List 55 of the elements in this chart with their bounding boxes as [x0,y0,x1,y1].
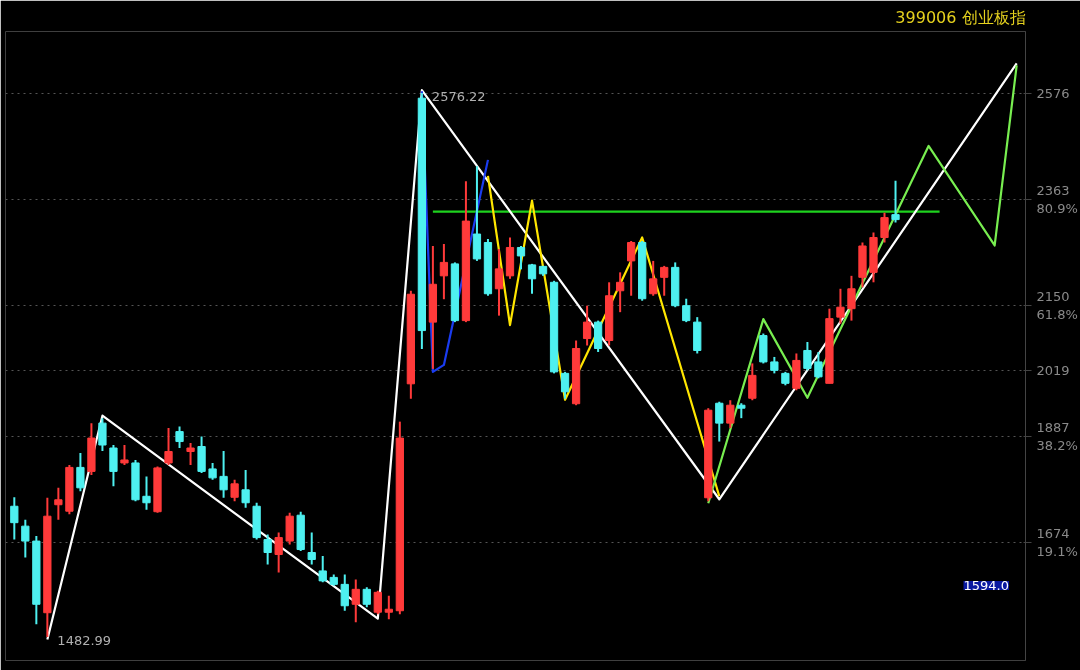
candlestick [516,244,526,271]
candlestick [76,451,85,493]
candlestick [814,350,823,380]
candlestick [384,594,393,621]
candlestick [54,486,63,521]
candlestick [186,442,195,466]
chart-title: 399006 创业板指 [895,7,1026,27]
candlestick [10,496,19,541]
candlestick [439,242,449,301]
candlestick [715,400,724,443]
candlestick [340,573,349,612]
candlestick [362,586,371,609]
y-tick-label: 2150 61.8% [1036,288,1078,322]
candlestick [230,478,239,503]
candlestick [494,247,504,317]
y-tick-label: 1887 38.2% [1036,419,1078,453]
candlestick [748,362,757,402]
candlestick [891,179,900,224]
candlestick [726,399,735,430]
candlestick [318,555,327,584]
annotation: 1482.99 [57,633,112,649]
candlestick [120,444,129,466]
candlestick [274,531,283,574]
candlestick [527,262,537,295]
candlestick [880,211,889,244]
candlestick [241,468,250,509]
candlestick [263,533,272,566]
candlestick [582,304,592,347]
candlestick [21,518,30,559]
y-tick-label: 2019 [1036,362,1070,378]
candlestick [836,287,845,325]
candlestick [109,444,118,488]
y-tick-label: 2576 [1036,85,1070,101]
candlestick [660,264,669,297]
annotation: 1594.0 [963,577,1009,593]
candlestick [175,425,184,450]
y-tick-label: 1674 19.1% [1036,525,1078,559]
candlestick [351,578,360,624]
candlestick [682,297,691,324]
line-series [707,64,1018,505]
line-series [486,174,721,498]
y-tick-label: 2363 80.9% [1036,182,1078,216]
candlestick [373,589,382,616]
candlestick [307,531,316,566]
candlestick [164,427,173,466]
annotation: 2576.22 [431,89,486,105]
candlestick [98,417,107,452]
candlestick [616,271,625,314]
candlestick [649,259,658,297]
candlestick [847,274,856,322]
candlestick [560,370,570,400]
candlestick [803,341,812,372]
candlestick [142,475,151,511]
candlestick [219,450,228,499]
candlestick [627,240,636,297]
